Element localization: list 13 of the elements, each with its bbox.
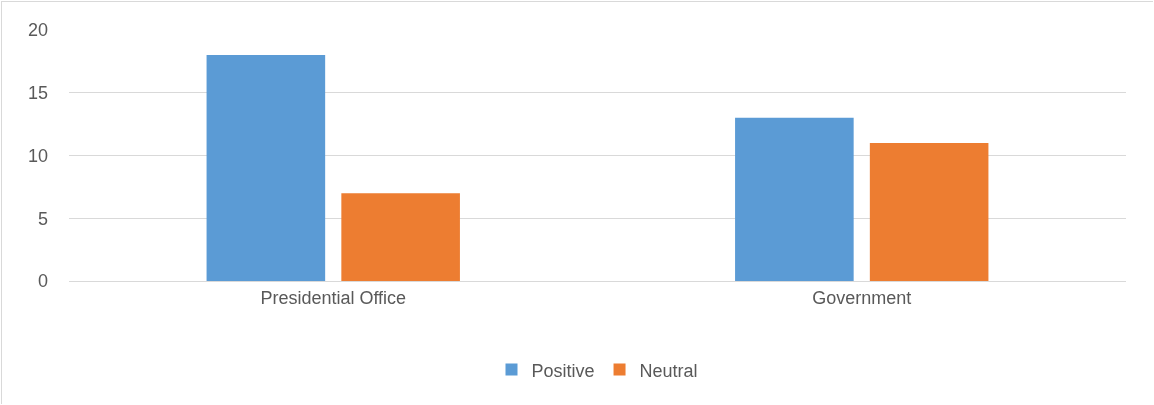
bar: [206, 55, 326, 281]
bar: [869, 142, 989, 281]
y-tick-label: 0: [37, 271, 48, 292]
y-tick-label: 20: [27, 20, 48, 41]
bar: [341, 193, 460, 281]
x-tick-label: Presidential Office: [260, 287, 407, 308]
x-tick-label: Government: [812, 287, 912, 308]
y-tick-label: 10: [27, 145, 48, 166]
legend-label: Neutral: [639, 360, 698, 381]
y-tick-label: 5: [37, 208, 48, 229]
y-tick-label: 15: [27, 83, 48, 104]
legend-label: Positive: [531, 360, 595, 381]
bar: [735, 117, 854, 281]
